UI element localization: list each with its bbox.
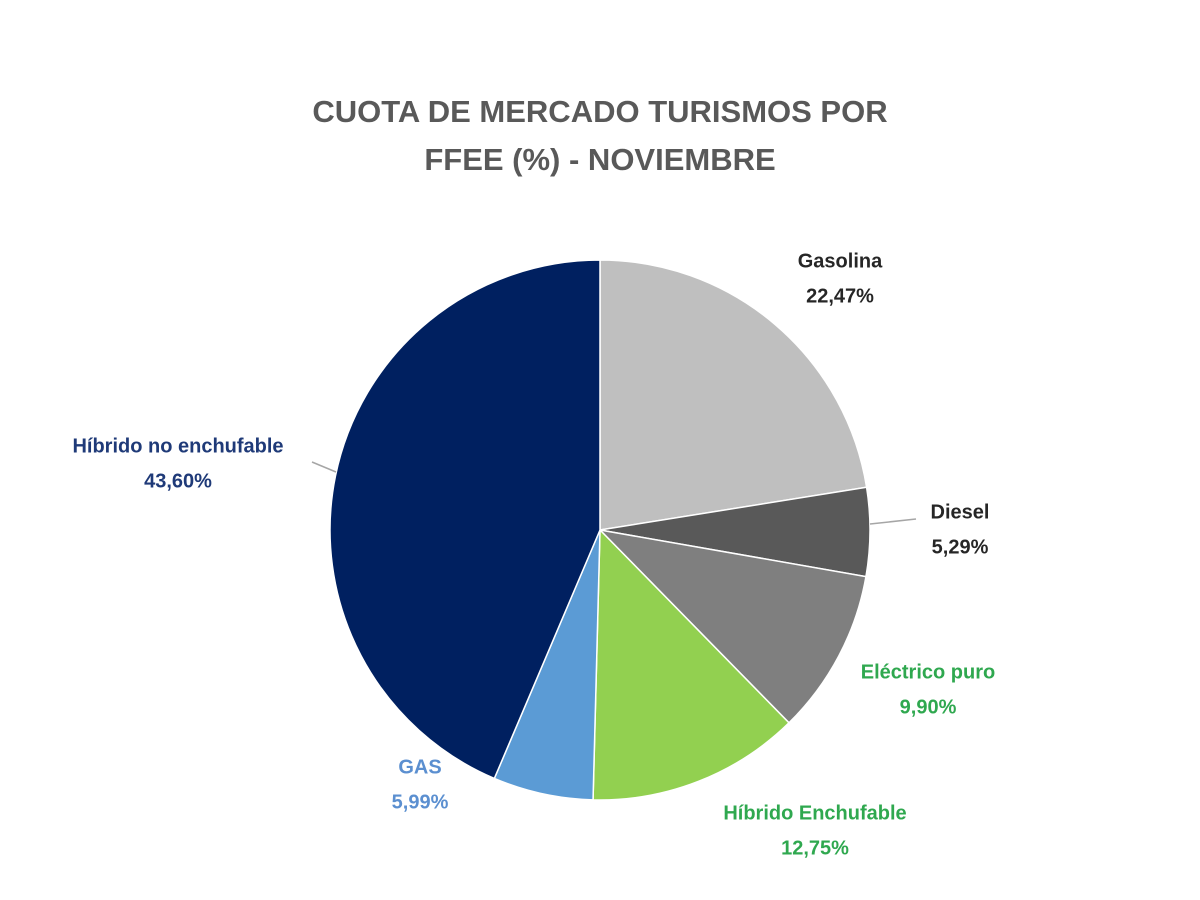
slice-value-label: 12,75% (781, 837, 849, 859)
slice-label: Eléctrico puro (861, 661, 995, 683)
pie-slice (329, 259, 601, 780)
leader-line (869, 518, 917, 525)
leader-line (311, 461, 337, 473)
pie-slice (592, 528, 791, 801)
slice-label: Gasolina (798, 250, 883, 272)
slice-label: GAS (398, 756, 441, 778)
pie-slice (597, 528, 867, 724)
slice-label: Diesel (931, 501, 990, 523)
slice-value-label: 22,47% (806, 285, 874, 307)
slice-value-label: 43,60% (144, 470, 212, 492)
slice-label: Híbrido Enchufable (723, 802, 906, 824)
slice-value-label: 5,29% (932, 536, 989, 558)
slice-value-label: 9,90% (900, 696, 957, 718)
slice-label: Híbrido no enchufable (72, 435, 283, 457)
pie-slice (599, 259, 868, 531)
slice-value-label: 5,99% (392, 791, 449, 813)
chart-title: CUOTA DE MERCADO TURISMOS POR FFEE (%) -… (312, 94, 888, 177)
